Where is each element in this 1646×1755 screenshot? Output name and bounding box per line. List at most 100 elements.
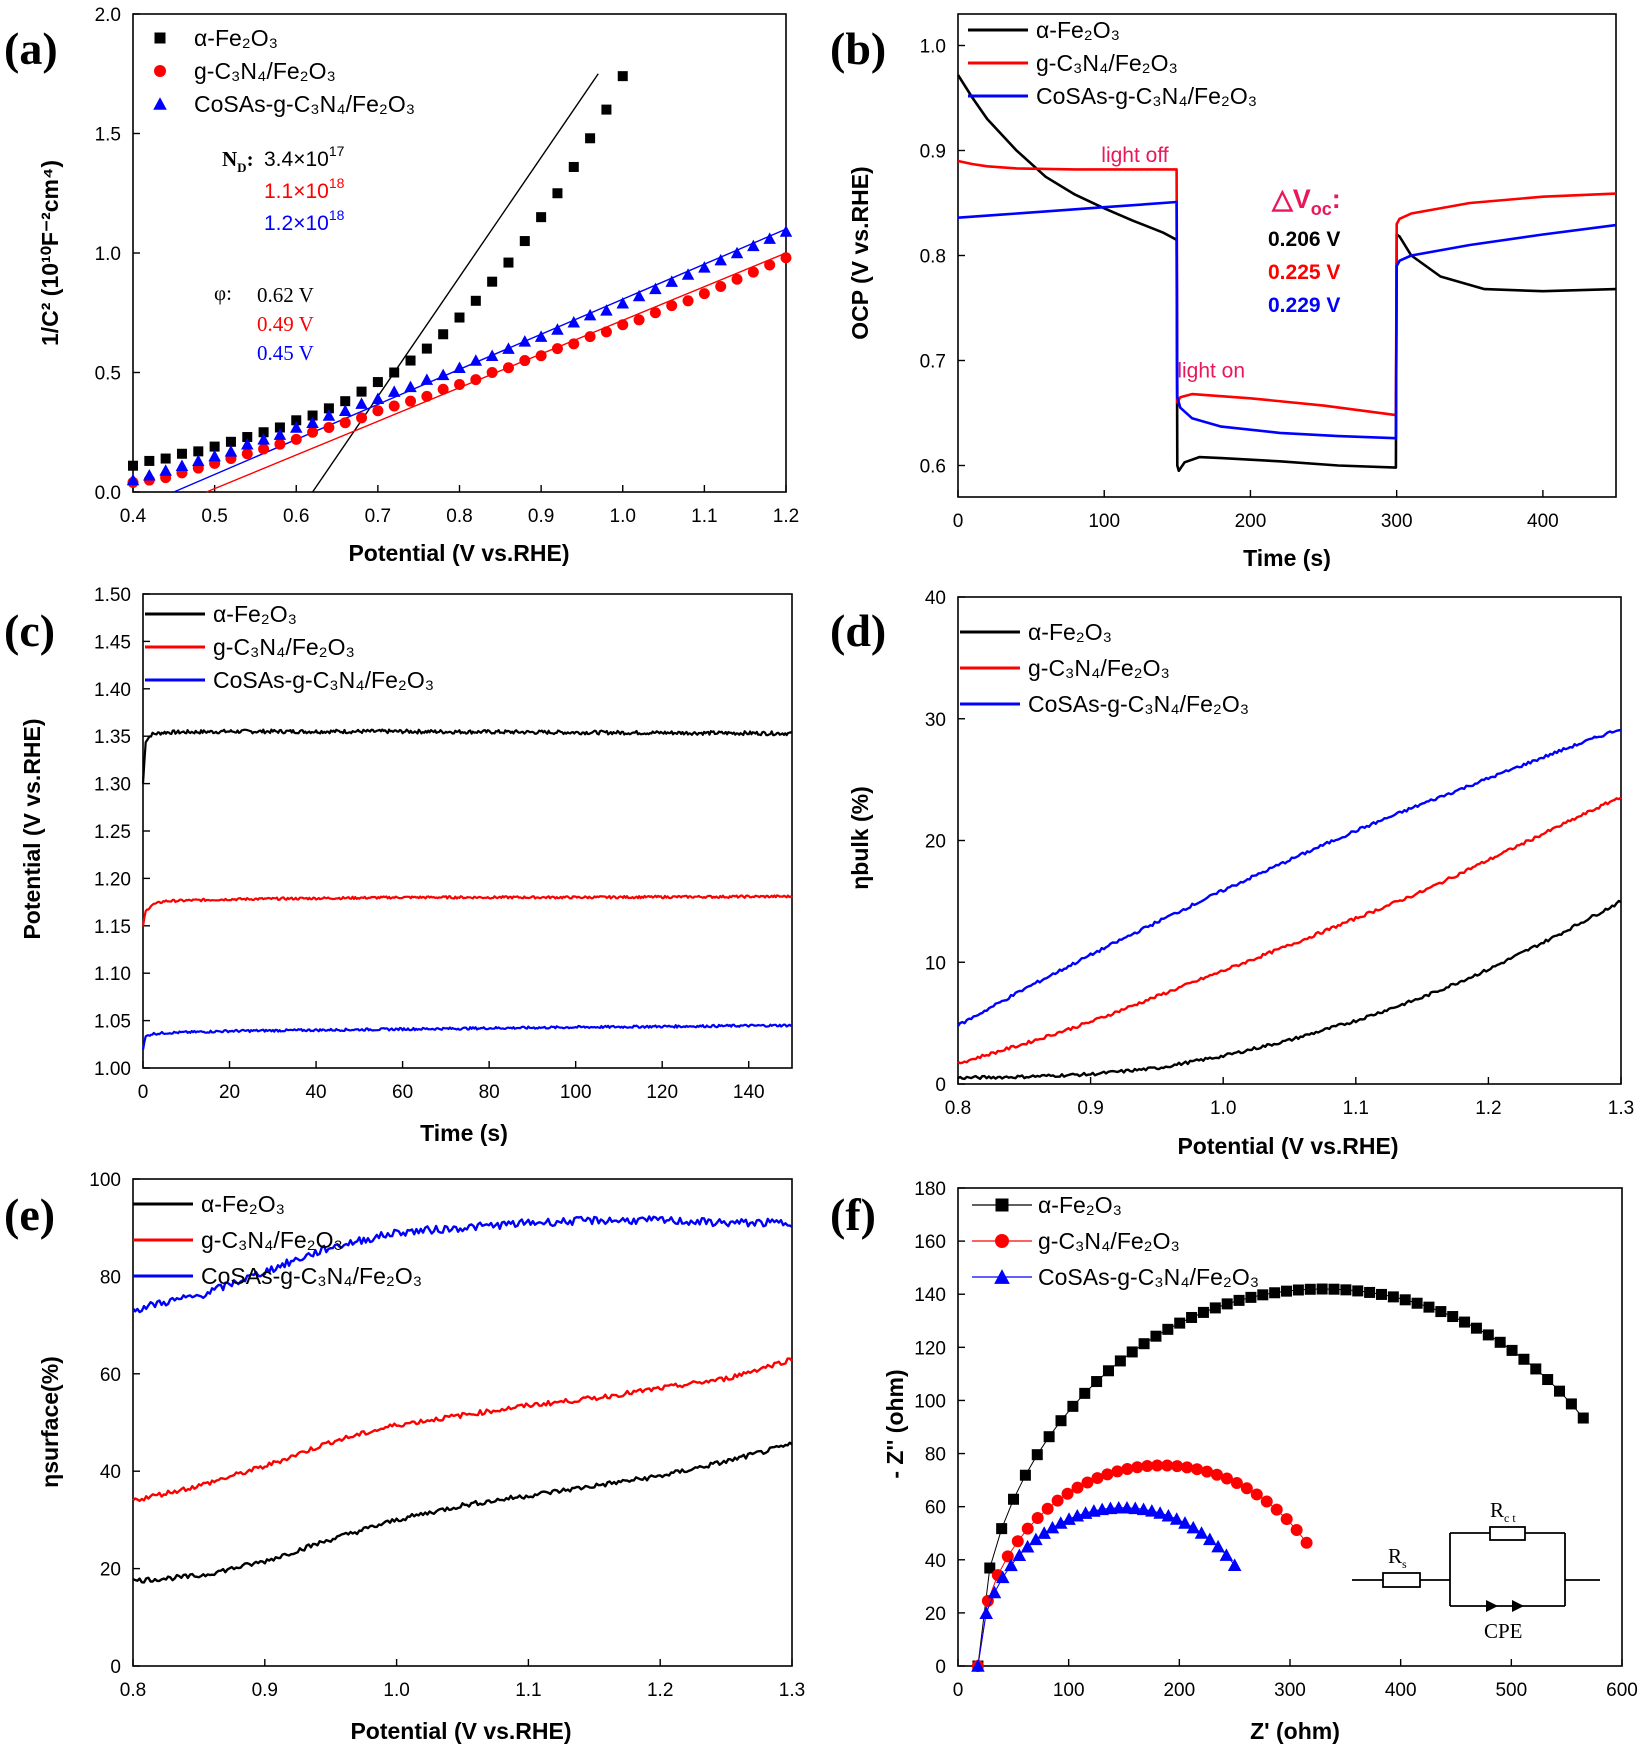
y-axis-label: Potential (V vs.RHE) <box>19 718 45 939</box>
equivalent-circuit: Rs Rc t CPE <box>1352 1498 1600 1643</box>
y-tick-label: 1.10 <box>94 964 131 985</box>
data-point <box>1375 1288 1387 1300</box>
x-tick-label: 1.1 <box>515 1680 541 1701</box>
y-tick-label: 1.15 <box>94 917 131 938</box>
data-point <box>552 188 563 199</box>
data-point <box>616 296 629 309</box>
data-point <box>1136 1502 1151 1516</box>
data-point <box>780 252 792 264</box>
legend-label: CoSAs-g-C₃N₄/Fe₂O₃ <box>201 1263 422 1289</box>
data-point <box>502 362 514 374</box>
series-line <box>141 894 793 927</box>
x-tick-label: 0.9 <box>1077 1098 1103 1119</box>
data-point <box>617 71 628 82</box>
y-tick-label: 30 <box>925 710 946 731</box>
data-point <box>405 395 417 407</box>
data-point <box>730 246 744 259</box>
data-point <box>1011 1535 1024 1548</box>
y-tick-label: 60 <box>100 1365 121 1386</box>
legend-label: g-C₃N₄/Fe₂O₃ <box>201 1227 343 1253</box>
data-point <box>307 426 319 438</box>
data-point <box>1281 1285 1293 1297</box>
data-point <box>1482 1329 1494 1341</box>
data-point <box>160 453 171 464</box>
data-point <box>714 253 727 266</box>
data-point <box>1290 1523 1303 1536</box>
x-axis-label: Potential (V vs.RHE) <box>348 540 569 566</box>
data-point <box>143 469 156 481</box>
data-point <box>600 304 613 316</box>
legend-entry: α-Fe₂O₃ <box>968 17 1120 43</box>
light-annotation: light off <box>1101 144 1168 167</box>
data-point <box>1121 1462 1134 1475</box>
data-point <box>536 212 547 223</box>
series-line <box>132 1215 793 1314</box>
y-axis-label: - Z'' (ohm) <box>882 1369 908 1478</box>
x-tick-label: 1.3 <box>779 1680 805 1701</box>
data-point <box>1233 1294 1245 1306</box>
fit-line <box>173 228 787 493</box>
series-line <box>957 200 1617 440</box>
data-point <box>1053 1516 1068 1529</box>
donor-density-value: 1.2×1018 <box>264 207 345 235</box>
y-tick-label: 40 <box>925 588 946 609</box>
x-tick-label: 400 <box>1385 1680 1417 1701</box>
legend-label: CoSAs-g-C₃N₄/Fe₂O₃ <box>1038 1264 1259 1290</box>
data-point <box>1012 1548 1027 1562</box>
x-tick-label: 0 <box>138 1082 149 1103</box>
data-point <box>568 338 580 350</box>
legend-label: CoSAs-g-C₃N₄/Fe₂O₃ <box>1036 83 1257 109</box>
data-point <box>1292 1284 1304 1296</box>
resistor-rct <box>1489 1526 1526 1541</box>
legend-label: α-Fe₂O₃ <box>1036 17 1120 43</box>
data-point <box>291 415 302 426</box>
series-line <box>957 899 1622 1081</box>
flatband-potential-value: 0.49 V <box>257 312 314 336</box>
data-point <box>519 236 530 247</box>
data-point <box>1518 1353 1530 1365</box>
legend-label: CoSAs-g-C₃N₄/Fe₂O₃ <box>1028 691 1249 717</box>
data-point <box>551 323 564 335</box>
data-point <box>208 449 221 462</box>
legend-entry: g-C₃N₄/Fe₂O₃ <box>968 50 1178 76</box>
x-tick-label: 1.1 <box>1343 1098 1369 1119</box>
x-tick-label: 1.3 <box>1608 1098 1634 1119</box>
data-point <box>454 378 465 390</box>
data-point <box>1220 1472 1233 1485</box>
data-point <box>273 428 287 440</box>
data-point <box>1211 1539 1225 1553</box>
x-tick-label: 1.0 <box>383 1680 409 1701</box>
data-point <box>1435 1306 1447 1318</box>
y-axis-label: OCP (V vs.RHE) <box>847 166 873 339</box>
y-tick-label: 140 <box>914 1285 946 1306</box>
data-point <box>1045 1520 1060 1534</box>
x-tick-label: 0.8 <box>120 1680 146 1701</box>
x-tick-label: 0 <box>953 511 964 532</box>
legend-label: g-C₃N₄/Fe₂O₃ <box>1028 655 1170 681</box>
x-tick-label: 0 <box>953 1680 964 1701</box>
data-point <box>568 161 579 172</box>
data-point <box>485 349 499 362</box>
data-point <box>617 319 629 331</box>
data-point <box>681 268 695 280</box>
y-tick-label: 160 <box>914 1232 946 1253</box>
data-point <box>306 416 319 428</box>
x-tick-label: 60 <box>392 1082 413 1103</box>
y-tick-label: 0.8 <box>920 247 946 268</box>
legend-entry: α-Fe₂O₃ <box>972 1192 1122 1218</box>
donor-density-value: 1.1×1018 <box>264 175 345 203</box>
data-point <box>469 354 483 366</box>
y-tick-label: 1.25 <box>94 822 131 843</box>
data-point <box>355 397 368 409</box>
data-point <box>176 448 187 459</box>
y-axis-label: ηsurface(%) <box>37 1356 63 1488</box>
data-point <box>583 308 597 321</box>
data-point <box>600 326 612 338</box>
data-point <box>1387 1291 1399 1303</box>
legend-label: g-C₃N₄/Fe₂O₃ <box>213 634 355 660</box>
legend-entry: g-C₃N₄/Fe₂O₃ <box>133 1227 343 1253</box>
data-point <box>1138 1338 1150 1350</box>
x-tick-label: 80 <box>479 1082 500 1103</box>
data-point <box>502 342 515 354</box>
data-point <box>1114 1355 1126 1367</box>
